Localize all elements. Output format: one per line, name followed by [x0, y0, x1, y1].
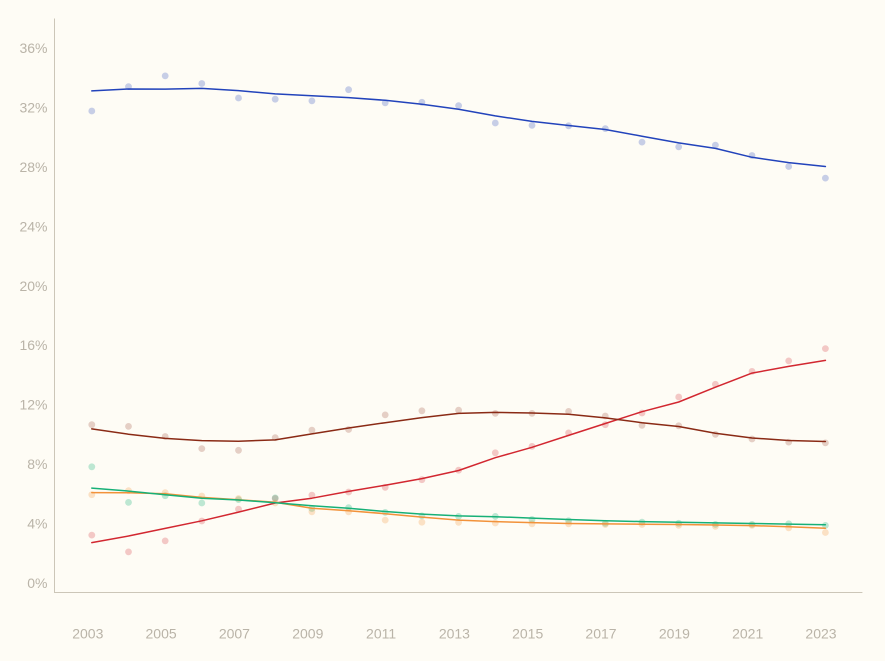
svg-text:2023: 2023	[805, 626, 836, 642]
svg-text:2015: 2015	[512, 626, 543, 642]
svg-text:8%: 8%	[27, 456, 47, 472]
svg-text:2007: 2007	[219, 626, 250, 642]
svg-text:28%: 28%	[19, 159, 47, 175]
svg-text:2019: 2019	[659, 626, 690, 642]
svg-text:0%: 0%	[27, 575, 47, 591]
svg-text:4%: 4%	[27, 515, 47, 531]
svg-text:12%: 12%	[19, 397, 47, 413]
svg-text:24%: 24%	[19, 218, 47, 234]
svg-text:16%: 16%	[19, 337, 47, 353]
svg-text:2021: 2021	[732, 626, 763, 642]
svg-text:2003: 2003	[72, 626, 103, 642]
svg-text:2005: 2005	[146, 626, 177, 642]
svg-text:2009: 2009	[292, 626, 323, 642]
svg-text:20%: 20%	[19, 278, 47, 294]
svg-text:32%: 32%	[19, 100, 47, 116]
svg-text:2011: 2011	[366, 626, 396, 642]
svg-text:36%: 36%	[19, 40, 47, 56]
svg-text:2013: 2013	[439, 626, 470, 642]
svg-text:2017: 2017	[585, 626, 616, 642]
